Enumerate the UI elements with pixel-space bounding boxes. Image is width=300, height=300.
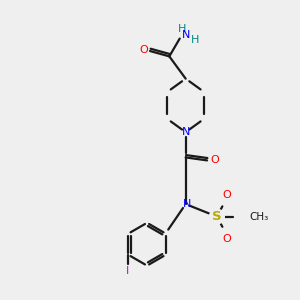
Text: N: N [182, 30, 190, 40]
Text: I: I [126, 266, 130, 276]
Text: S: S [212, 210, 222, 223]
Text: H: H [178, 24, 186, 34]
Text: O: O [210, 155, 219, 165]
Text: N: N [182, 127, 190, 137]
Text: N: N [183, 199, 191, 209]
Text: O: O [222, 234, 231, 244]
Text: O: O [222, 190, 231, 200]
Text: CH₃: CH₃ [250, 212, 269, 222]
Text: O: O [139, 45, 148, 56]
Circle shape [209, 209, 224, 224]
Text: H: H [191, 35, 200, 45]
